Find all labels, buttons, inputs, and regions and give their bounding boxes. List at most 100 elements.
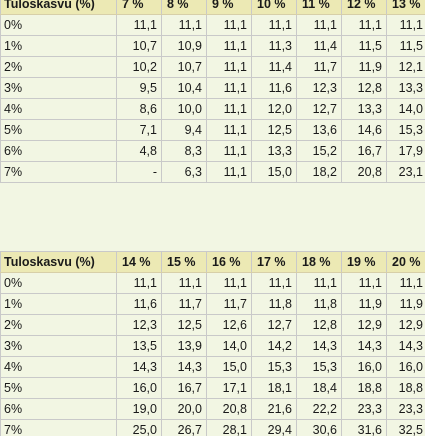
value-cell[interactable]: 13,6 <box>296 119 342 141</box>
value-cell[interactable]: 15,2 <box>296 140 342 162</box>
value-cell[interactable]: 11,8 <box>251 293 297 315</box>
value-cell[interactable]: 23,3 <box>386 398 425 420</box>
value-cell[interactable]: 12,0 <box>251 98 297 120</box>
value-cell[interactable]: 18,8 <box>386 377 425 399</box>
value-cell[interactable]: 11,7 <box>206 293 252 315</box>
value-cell[interactable]: 14,3 <box>341 335 387 357</box>
value-cell[interactable]: 22,2 <box>296 398 342 420</box>
value-cell[interactable]: 12,7 <box>296 98 342 120</box>
row-label-cell[interactable]: 1% <box>0 35 117 57</box>
value-cell[interactable]: 11,1 <box>206 98 252 120</box>
value-cell[interactable]: 11,1 <box>206 161 252 183</box>
row-label-cell[interactable]: 3% <box>0 335 117 357</box>
header-cell[interactable]: 19 % <box>341 251 387 273</box>
value-cell[interactable]: 28,1 <box>206 419 252 436</box>
value-cell[interactable]: 11,1 <box>161 272 207 294</box>
value-cell[interactable]: 13,3 <box>251 140 297 162</box>
value-cell[interactable]: 9,5 <box>116 77 162 99</box>
value-cell[interactable]: 10,0 <box>161 98 207 120</box>
value-cell[interactable]: 16,0 <box>386 356 425 378</box>
row-label-cell[interactable]: 0% <box>0 272 117 294</box>
value-cell[interactable]: 20,8 <box>341 161 387 183</box>
value-cell[interactable]: 13,3 <box>386 77 425 99</box>
value-cell[interactable]: 12,3 <box>116 314 162 336</box>
value-cell[interactable]: 14,0 <box>206 335 252 357</box>
value-cell[interactable]: 11,8 <box>296 293 342 315</box>
value-cell[interactable]: 11,1 <box>206 119 252 141</box>
value-cell[interactable]: 12,1 <box>386 56 425 78</box>
value-cell[interactable]: 16,0 <box>341 356 387 378</box>
value-cell[interactable]: 29,4 <box>251 419 297 436</box>
value-cell[interactable]: 23,3 <box>341 398 387 420</box>
value-cell[interactable]: 10,7 <box>116 35 162 57</box>
value-cell[interactable]: 14,0 <box>386 98 425 120</box>
value-cell[interactable]: 11,9 <box>341 293 387 315</box>
value-cell[interactable]: 14,3 <box>386 335 425 357</box>
row-label-cell[interactable]: 2% <box>0 56 117 78</box>
value-cell[interactable]: 7,1 <box>116 119 162 141</box>
header-cell[interactable]: 14 % <box>116 251 162 273</box>
value-cell[interactable]: 8,6 <box>116 98 162 120</box>
value-cell[interactable]: 15,3 <box>296 356 342 378</box>
value-cell[interactable]: 23,1 <box>386 161 425 183</box>
value-cell[interactable]: 11,6 <box>251 77 297 99</box>
row-label-cell[interactable]: 1% <box>0 293 117 315</box>
value-cell[interactable]: 11,1 <box>206 35 252 57</box>
value-cell[interactable]: 17,9 <box>386 140 425 162</box>
value-cell[interactable]: 11,7 <box>296 56 342 78</box>
value-cell[interactable]: 18,8 <box>341 377 387 399</box>
header-cell[interactable]: 9 % <box>206 0 252 15</box>
value-cell[interactable]: 11,7 <box>161 293 207 315</box>
value-cell[interactable]: 14,6 <box>341 119 387 141</box>
value-cell[interactable]: 11,1 <box>386 272 425 294</box>
header-label-cell[interactable]: Tuloskasvu (%) <box>0 0 117 15</box>
value-cell[interactable]: 12,8 <box>296 314 342 336</box>
value-cell[interactable]: 13,9 <box>161 335 207 357</box>
value-cell[interactable]: 20,8 <box>206 398 252 420</box>
value-cell[interactable]: 11,1 <box>206 56 252 78</box>
value-cell[interactable]: 15,3 <box>251 356 297 378</box>
value-cell[interactable]: 12,5 <box>251 119 297 141</box>
value-cell[interactable]: 10,2 <box>116 56 162 78</box>
value-cell[interactable]: 18,1 <box>251 377 297 399</box>
row-label-cell[interactable]: 5% <box>0 377 117 399</box>
row-label-cell[interactable]: 7% <box>0 161 117 183</box>
value-cell[interactable]: 11,1 <box>206 140 252 162</box>
row-label-cell[interactable]: 2% <box>0 314 117 336</box>
value-cell[interactable]: 11,4 <box>251 56 297 78</box>
value-cell[interactable]: 10,4 <box>161 77 207 99</box>
value-cell[interactable]: 15,0 <box>251 161 297 183</box>
value-cell[interactable]: 11,1 <box>206 14 252 36</box>
header-cell[interactable]: 20 % <box>386 251 425 273</box>
header-cell[interactable]: 7 % <box>116 0 162 15</box>
value-cell[interactable]: 11,1 <box>296 14 342 36</box>
value-cell[interactable]: 12,7 <box>251 314 297 336</box>
value-cell[interactable]: 11,5 <box>386 35 425 57</box>
value-cell[interactable]: 11,1 <box>116 14 162 36</box>
header-cell[interactable]: 18 % <box>296 251 342 273</box>
value-cell[interactable]: 11,1 <box>386 14 425 36</box>
value-cell[interactable]: 14,3 <box>116 356 162 378</box>
header-cell[interactable]: 10 % <box>251 0 297 15</box>
value-cell[interactable]: 14,3 <box>296 335 342 357</box>
value-cell[interactable]: 12,9 <box>341 314 387 336</box>
row-label-cell[interactable]: 0% <box>0 14 117 36</box>
row-label-cell[interactable]: 3% <box>0 77 117 99</box>
value-cell[interactable]: 12,8 <box>341 77 387 99</box>
value-cell[interactable]: 11,9 <box>341 56 387 78</box>
header-cell[interactable]: 13 % <box>386 0 425 15</box>
value-cell[interactable]: 11,6 <box>116 293 162 315</box>
header-cell[interactable]: 11 % <box>296 0 342 15</box>
value-cell[interactable]: 6,3 <box>161 161 207 183</box>
value-cell[interactable]: 20,0 <box>161 398 207 420</box>
value-cell[interactable]: 11,1 <box>116 272 162 294</box>
value-cell[interactable]: 31,6 <box>341 419 387 436</box>
value-cell[interactable]: 11,1 <box>251 272 297 294</box>
value-cell[interactable]: 17,1 <box>206 377 252 399</box>
value-cell[interactable]: 11,1 <box>161 14 207 36</box>
value-cell[interactable]: 11,1 <box>206 272 252 294</box>
value-cell[interactable]: 13,5 <box>116 335 162 357</box>
value-cell[interactable]: 14,3 <box>161 356 207 378</box>
value-cell[interactable]: 12,3 <box>296 77 342 99</box>
value-cell[interactable]: 18,4 <box>296 377 342 399</box>
